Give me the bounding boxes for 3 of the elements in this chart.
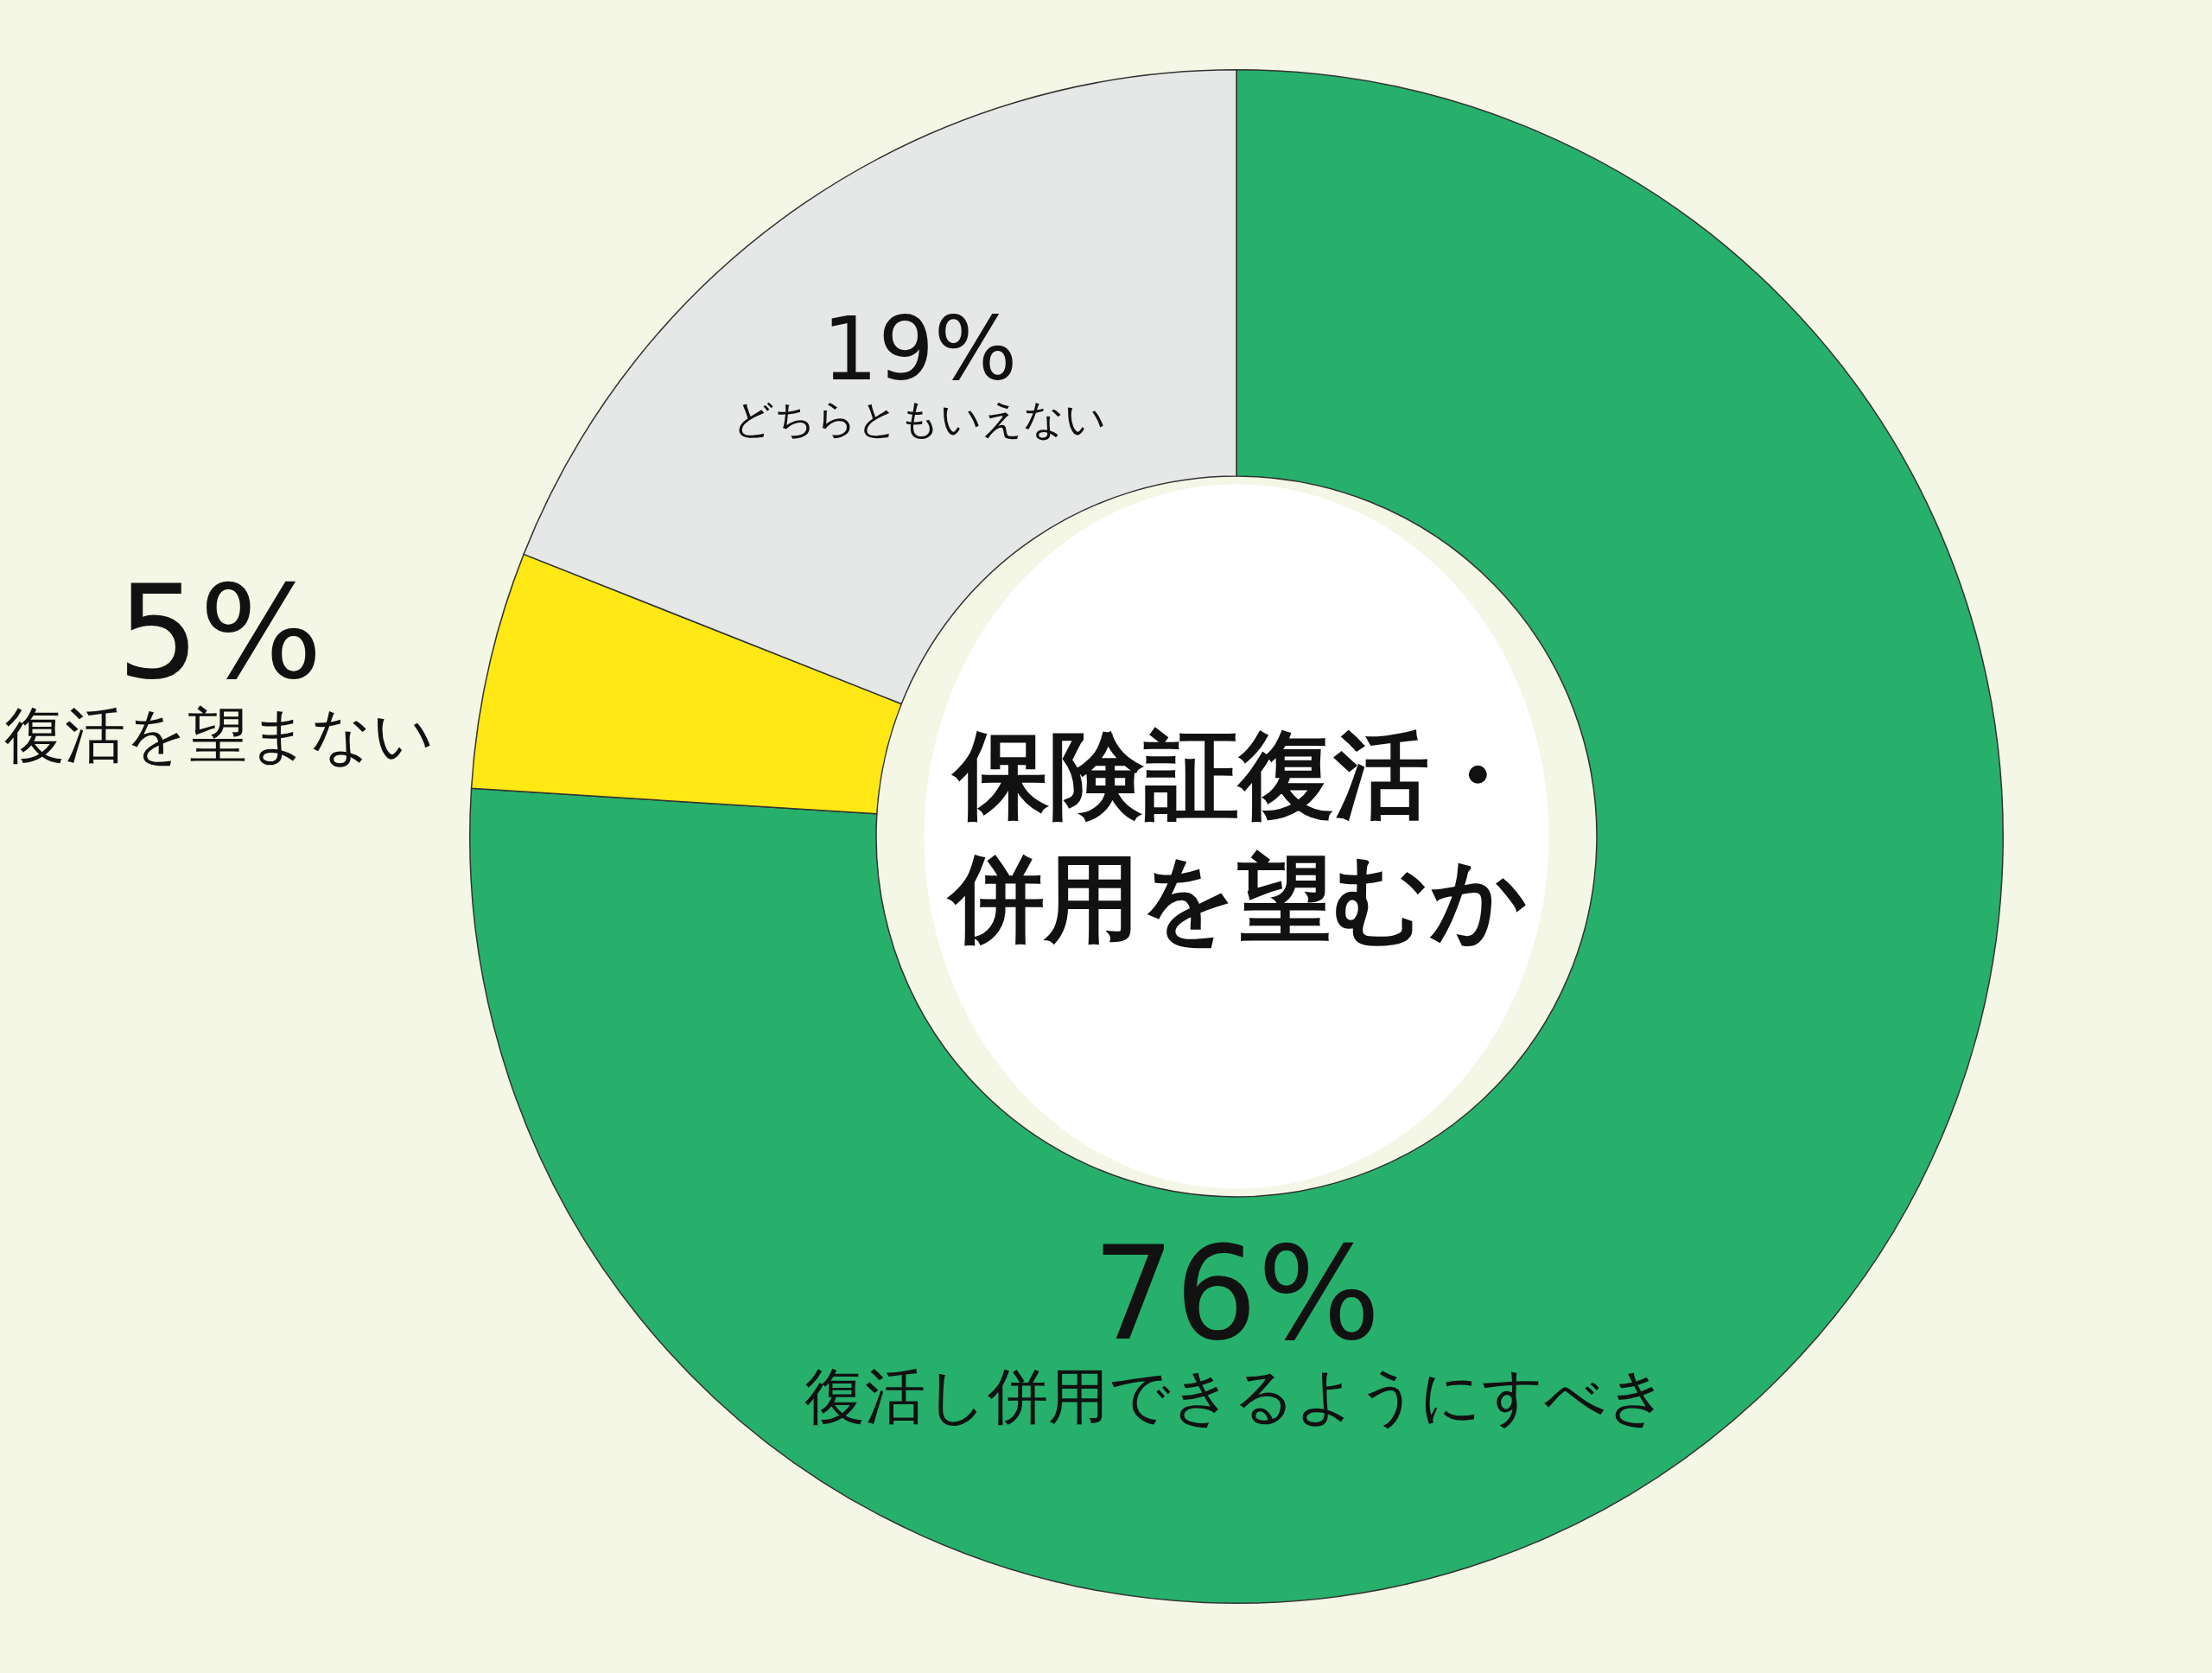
donut-slice [470, 69, 2004, 1604]
text: 保険証復活・併用を望むか [946, 720, 1528, 954]
slice-label: 復活を望まない [4, 700, 435, 772]
